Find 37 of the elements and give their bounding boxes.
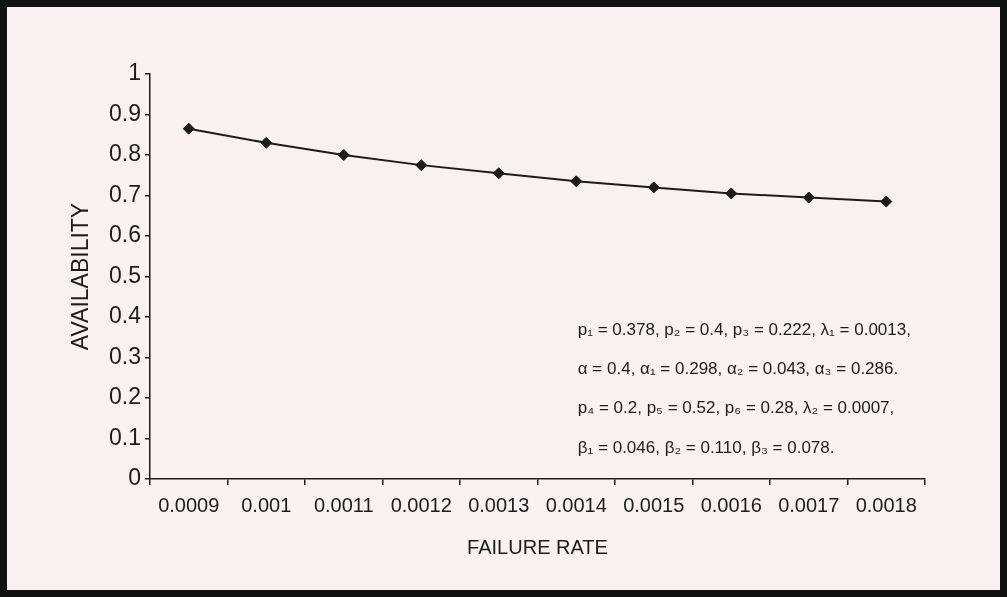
x-tick-label: 0.001: [241, 493, 292, 516]
y-tick-label: 1: [128, 59, 141, 86]
point: [802, 191, 815, 204]
x-tick-label: 0.0017: [778, 493, 840, 516]
x-tick-label: 0.0009: [158, 493, 220, 516]
y-tick-label: 0.4: [109, 302, 142, 329]
point: [260, 136, 273, 149]
annotation: β₁ = 0.046, β₂ = 0.110, β₃ = 0.078.: [577, 437, 835, 457]
point: [415, 159, 428, 172]
annotation: α = 0.4, α₁ = 0.298, α₂ = 0.043, α₃ = 0.286.: [577, 358, 899, 378]
point: [725, 187, 738, 200]
y-tick-label: 0.1: [109, 423, 141, 450]
x-tick-label: 0.0013: [468, 493, 530, 516]
x-tick-label: 0.0015: [623, 493, 685, 516]
point: [880, 195, 893, 208]
point: [492, 167, 505, 180]
x-tick-label: 0.0012: [390, 493, 452, 516]
point: [570, 175, 583, 188]
x-tick-label: 0.0016: [700, 493, 762, 516]
y-axis-title: AVAILABILITY: [67, 202, 94, 351]
y-tick-label: 0.8: [109, 140, 141, 167]
y-tick-label: 0: [128, 464, 141, 491]
y-tick-label: 0.6: [109, 221, 141, 248]
annotation: p₁ = 0.378, p₂ = 0.4, p₃ = 0.222, λ₁ = 0.0013,: [577, 319, 911, 339]
x-axis-title: FAILURE RATE: [467, 535, 608, 558]
point: [182, 122, 195, 135]
y-tick-label: 0.9: [109, 99, 141, 126]
x-tick-label: 0.0011: [313, 493, 374, 516]
x-tick-label: 0.0014: [545, 493, 607, 516]
y-tick-label: 0.2: [109, 383, 141, 410]
y-tick-label: 0.3: [109, 342, 141, 369]
point: [647, 181, 660, 194]
y-tick-label: 0.7: [109, 180, 141, 207]
annotation: p₄ = 0.2, p₅ = 0.52, p₆ = 0.28, λ₂ = 0.0007,: [577, 398, 895, 418]
x-tick-label: 0.0018: [855, 493, 917, 516]
point: [337, 149, 350, 161]
y-tick-label: 0.5: [109, 261, 141, 288]
